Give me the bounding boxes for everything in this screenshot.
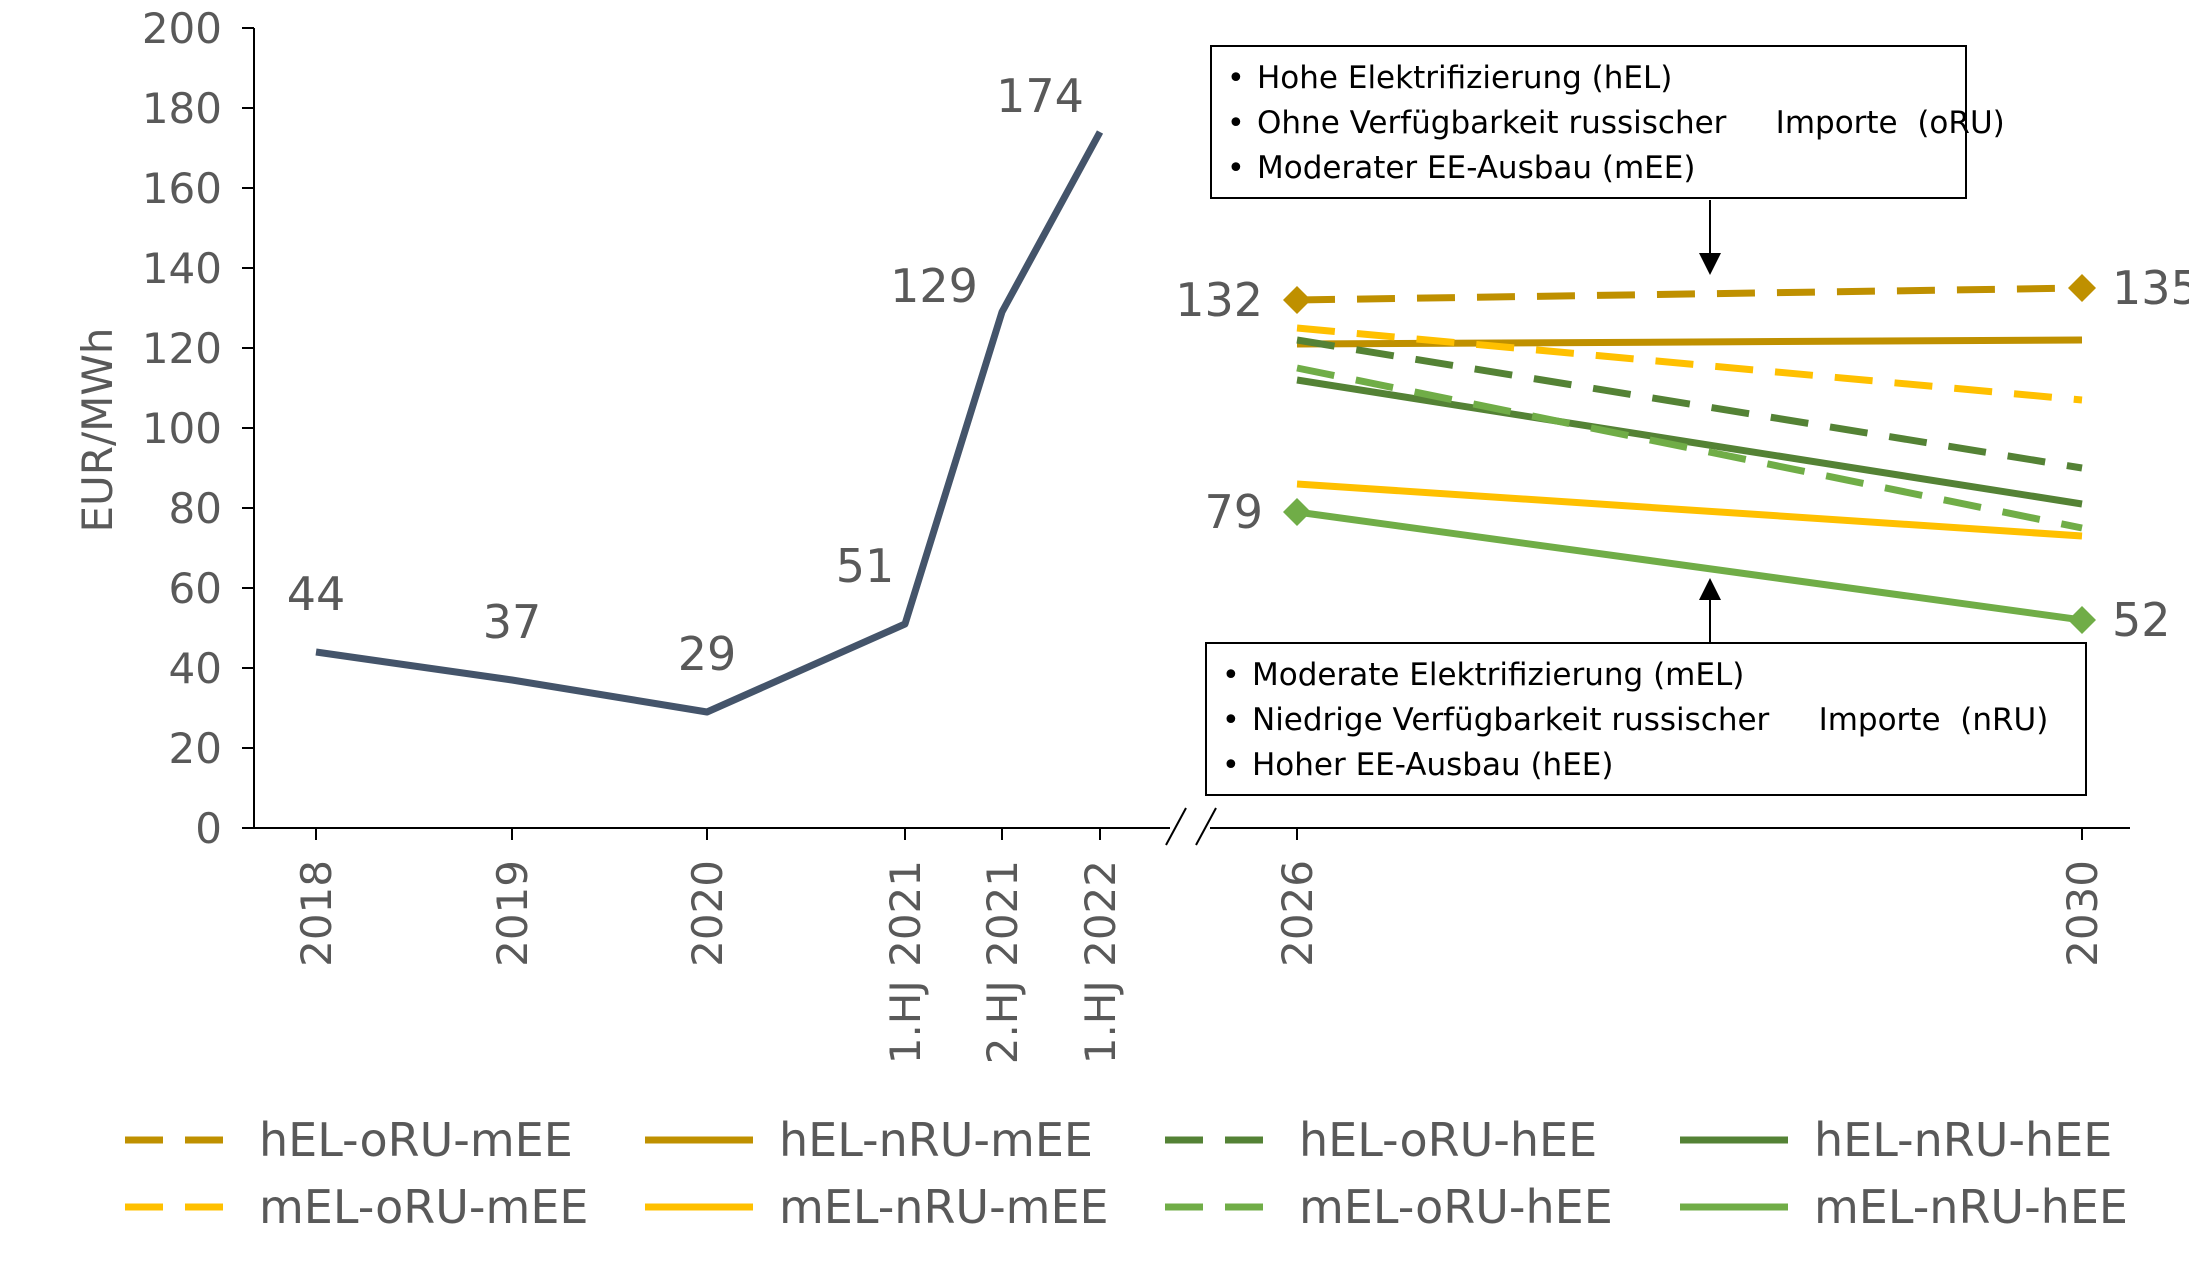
- x-tick-label: 2020: [683, 860, 732, 967]
- legend-item-hEL-nRU-mEE: hEL-nRU-mEE: [645, 1113, 1093, 1167]
- data-label: 129: [890, 259, 978, 313]
- annotation-text: Hoher EE-Ausbau (hEE): [1252, 747, 1613, 783]
- y-tick-label: 180: [142, 84, 222, 133]
- legend-label: hEL-nRU-mEE: [779, 1113, 1093, 1167]
- data-label: 37: [483, 595, 542, 649]
- annotation-boxes: • Hohe Elektrifizierung (hEL) • Ohne Verfüg…: [1205, 45, 2087, 796]
- data-label-endpoint: 132: [1175, 273, 1263, 327]
- series-layer: [315, 130, 2096, 716]
- x-tick-label: 2019: [488, 860, 537, 967]
- y-tick-label: 140: [142, 244, 222, 293]
- y-tick-label: 200: [142, 4, 222, 53]
- x-tick-label: 1.HJ 2022: [1076, 860, 1125, 1064]
- series-line-mEL-oRU-mEE: [1296, 324, 2083, 404]
- y-axis: 0 20 40 60 80 100 120 140 160 180 200: [142, 4, 255, 853]
- annotation-text: Ohne Verfügbarkeit russischer Importe (o…: [1257, 105, 2005, 141]
- annotation-bullet: •: [1222, 703, 1240, 738]
- annotation-box: [1205, 642, 2087, 796]
- data-label-endpoint: 52: [2112, 593, 2171, 647]
- series-marker-mEL-nRU-hEE: [2068, 606, 2096, 634]
- y-tick-label: 40: [169, 644, 222, 693]
- legend-item-mEL-oRU-hEE: mEL-oRU-hEE: [1165, 1180, 1613, 1234]
- series-line-mEL-oRU-hEE: [1296, 364, 2083, 532]
- legend-item-mEL-nRU-mEE: mEL-nRU-mEE: [645, 1180, 1109, 1234]
- data-label-endpoint: 79: [1204, 485, 1263, 539]
- x-axis: 2018 2019 2020 1.HJ 2021 2.HJ 2021 1.HJ 2022 2…: [254, 807, 2130, 1064]
- y-tick-label: 0: [195, 804, 222, 853]
- series-marker-hEL-oRU-mEE: [2068, 274, 2096, 302]
- x-tick-label: 2.HJ 2021: [978, 860, 1027, 1064]
- legend-label: hEL-nRU-hEE: [1814, 1113, 2112, 1167]
- annotation-bullet: •: [1227, 106, 1245, 141]
- y-axis-title: EUR/MWh: [73, 328, 122, 533]
- data-label: 174: [996, 69, 1084, 123]
- annotation-arrowhead: [1699, 253, 1721, 275]
- annotation-arrowhead: [1699, 578, 1721, 600]
- y-tick-label: 160: [142, 164, 222, 213]
- y-tick-label: 20: [169, 724, 222, 773]
- legend-item-hEL-oRU-mEE: hEL-oRU-mEE: [125, 1113, 573, 1167]
- annotation-bullet: •: [1227, 61, 1245, 96]
- legend-item-mEL-oRU-mEE: mEL-oRU-mEE: [125, 1180, 588, 1234]
- y-tick-label: 120: [142, 324, 222, 373]
- annotation-bullet: •: [1227, 151, 1245, 186]
- x-tick-label: 2026: [1273, 860, 1322, 967]
- legend-item-hEL-nRU-hEE: hEL-nRU-hEE: [1680, 1113, 2112, 1167]
- series-line-mEL-nRU-mEE: [1296, 480, 2083, 540]
- y-tick-label: 100: [142, 404, 222, 453]
- legend-label: mEL-oRU-mEE: [259, 1180, 588, 1234]
- annotation-text: Moderater EE-Ausbau (mEE): [1257, 150, 1695, 186]
- y-tick-label: 60: [169, 564, 222, 613]
- legend-label: mEL-nRU-mEE: [779, 1180, 1109, 1234]
- series-line-hEL-oRU-mEE: [1296, 284, 2083, 304]
- legend-label: mEL-oRU-hEE: [1299, 1180, 1613, 1234]
- data-label: 29: [678, 627, 737, 681]
- y-tick-label: 80: [169, 484, 222, 533]
- series-line-hEL-nRU-hEE: [1296, 376, 2083, 508]
- annotation-text: Moderate Elektrifizierung (mEL): [1252, 657, 1744, 693]
- series-line-hEL-oRU-hEE: [1296, 336, 2083, 472]
- legend-item-hEL-oRU-hEE: hEL-oRU-hEE: [1165, 1113, 1597, 1167]
- legend-label: hEL-oRU-hEE: [1299, 1113, 1597, 1167]
- legend: hEL-oRU-mEE hEL-nRU-mEE hEL-oRU-hEE hEL-nRU…: [125, 1113, 2128, 1234]
- axis-break-mark: [1195, 807, 1217, 846]
- x-tick-label: 2030: [2058, 860, 2107, 967]
- axis-break-mark: [1165, 807, 1187, 846]
- series-marker-hEL-oRU-mEE: [1283, 286, 1311, 314]
- series-marker-mEL-nRU-hEE: [1283, 498, 1311, 526]
- series-line-hEL-nRU-mEE: [1296, 336, 2083, 348]
- legend-item-mEL-nRU-hEE: mEL-nRU-hEE: [1680, 1180, 2128, 1234]
- data-labels: 44 37 29 51 129 174 132 135 79 52: [287, 69, 2189, 681]
- legend-label: mEL-nRU-hEE: [1814, 1180, 2128, 1234]
- legend-label: hEL-oRU-mEE: [259, 1113, 573, 1167]
- data-label: 51: [836, 539, 895, 593]
- data-label-endpoint: 135: [2112, 261, 2189, 315]
- series-line-mEL-nRU-hEE: [1296, 508, 2083, 624]
- series-historical-line: [315, 130, 1104, 716]
- annotation-box: [1210, 45, 1967, 199]
- annotation-text: Niedrige Verfügbarkeit russischer Import…: [1252, 702, 2048, 738]
- annotation-bullet: •: [1222, 748, 1240, 783]
- data-label: 44: [287, 567, 346, 621]
- x-tick-label: 2018: [292, 860, 341, 967]
- annotation-text: Hohe Elektrifizierung (hEL): [1257, 60, 1672, 96]
- annotation-bullet: •: [1222, 658, 1240, 693]
- x-tick-label: 1.HJ 2021: [881, 860, 930, 1064]
